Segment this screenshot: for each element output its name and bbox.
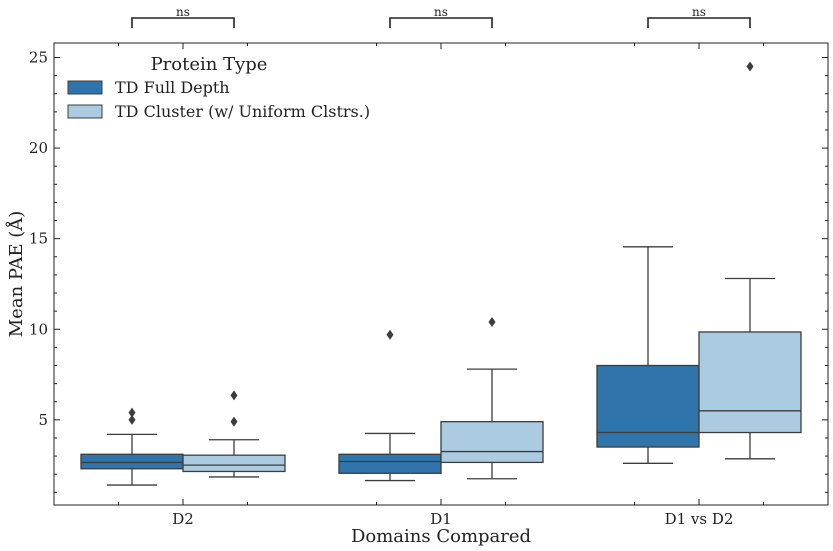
outlier-point xyxy=(128,414,136,425)
y-tick-label: 20 xyxy=(29,139,48,157)
box-iqr xyxy=(338,453,442,474)
legend-entry-td-cluster: TD Cluster (w/ Uniform Clstrs.) xyxy=(115,102,370,121)
significance-bracket-d2: ns xyxy=(131,5,235,28)
box-td-full-depth-d2 xyxy=(80,407,184,486)
x-axis-label: Domains Compared xyxy=(351,526,531,547)
axes: 5 10 15 20 25 D2 D1 D1 vs D2 xyxy=(29,43,828,528)
outlier-point xyxy=(386,329,394,340)
box-iqr xyxy=(80,453,184,470)
legend: Protein Type TD Full Depth TD Cluster (w… xyxy=(67,54,370,121)
y-axis-label: Mean PAE (Å) xyxy=(5,211,27,338)
box-td-cluster-w-uniform-clstrs-d1 xyxy=(440,317,544,480)
box-td-full-depth-d1 xyxy=(338,329,442,482)
bracket-line xyxy=(131,17,235,28)
significance-annotations: ns ns ns xyxy=(131,5,751,28)
x-tick-label-d1: D1 xyxy=(430,510,452,528)
y-tick-label: 5 xyxy=(38,411,48,429)
outlier-point xyxy=(230,390,238,401)
box-iqr xyxy=(698,331,802,434)
significance-bracket-d1-vs-d2: ns xyxy=(647,5,751,28)
outlier-point xyxy=(128,407,136,418)
legend-swatch-td-full-depth xyxy=(67,80,103,95)
outlier-point xyxy=(230,416,238,427)
bracket-line xyxy=(389,17,493,28)
outlier-point xyxy=(746,61,754,72)
plot-area xyxy=(80,61,802,486)
significance-label: ns xyxy=(692,5,706,19)
significance-bracket-d1: ns xyxy=(389,5,493,28)
box-iqr xyxy=(596,364,700,448)
legend-entry-td-full-depth: TD Full Depth xyxy=(115,78,230,97)
significance-label: ns xyxy=(434,5,448,19)
y-tick-label: 15 xyxy=(29,230,48,248)
legend-swatch-td-cluster xyxy=(67,104,103,119)
y-tick-label: 10 xyxy=(29,320,48,338)
box-td-full-depth-d1-vs-d2 xyxy=(596,246,700,464)
legend-title: Protein Type xyxy=(151,54,268,75)
box-td-cluster-w-uniform-clstrs-d2 xyxy=(182,390,286,478)
x-tick-label-d2: D2 xyxy=(172,510,194,528)
significance-label: ns xyxy=(176,5,190,19)
y-tick-label: 25 xyxy=(29,48,48,66)
box-iqr xyxy=(440,421,544,464)
x-tick-label-d1-vs-d2: D1 vs D2 xyxy=(665,510,734,528)
bracket-line xyxy=(647,17,751,28)
box-td-cluster-w-uniform-clstrs-d1-vs-d2 xyxy=(698,61,802,460)
outlier-point xyxy=(488,317,496,328)
box-iqr xyxy=(182,454,286,473)
